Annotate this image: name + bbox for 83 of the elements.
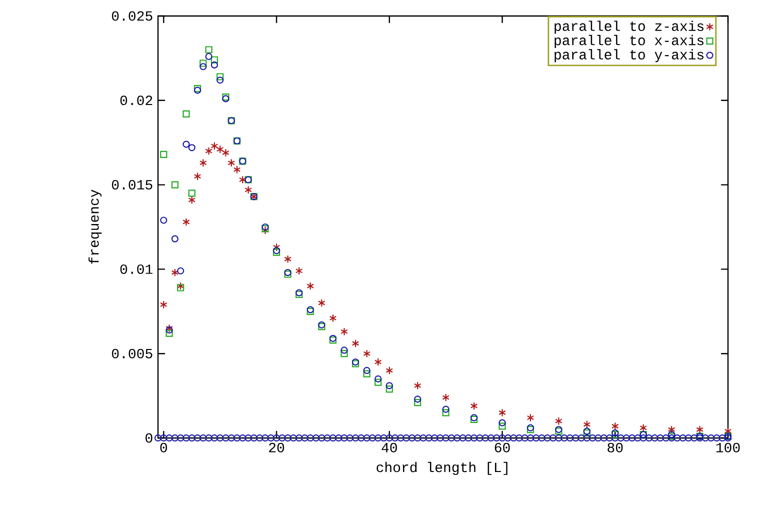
y-tick-label: 0.005	[112, 348, 152, 358]
point	[200, 63, 207, 70]
point	[284, 254, 292, 264]
point	[498, 408, 506, 417]
point	[262, 226, 269, 235]
point	[340, 346, 348, 354]
point	[295, 266, 303, 276]
point	[470, 402, 478, 410]
y-tick-label: 0.01	[120, 264, 152, 274]
point	[668, 425, 676, 434]
y-tick-label: 0	[146, 433, 152, 443]
point	[205, 52, 212, 60]
point	[222, 148, 230, 157]
point	[210, 61, 218, 68]
point	[216, 73, 224, 80]
point	[526, 414, 534, 422]
point	[166, 330, 173, 337]
point	[210, 142, 218, 150]
point	[160, 216, 168, 224]
point	[194, 172, 202, 181]
point	[386, 382, 393, 390]
point	[171, 235, 178, 242]
point	[374, 358, 382, 366]
point	[171, 268, 179, 277]
point	[352, 339, 360, 348]
point	[340, 327, 348, 336]
point	[200, 60, 207, 67]
point	[205, 46, 212, 54]
point	[216, 76, 224, 84]
point	[442, 409, 450, 416]
point	[374, 375, 382, 382]
point	[182, 218, 190, 226]
point	[498, 419, 506, 426]
point	[216, 145, 224, 154]
point	[724, 427, 732, 436]
point	[363, 349, 370, 358]
point	[386, 366, 394, 375]
point	[363, 366, 370, 374]
point	[318, 298, 326, 308]
x-axis-title: chord length [L]	[376, 462, 508, 475]
point	[340, 350, 348, 358]
point	[329, 314, 337, 322]
point	[182, 140, 190, 148]
point	[555, 416, 562, 426]
point	[199, 158, 207, 167]
point	[177, 284, 184, 292]
point	[363, 370, 370, 378]
x-tick-label: 80	[608, 442, 623, 452]
point	[272, 243, 280, 252]
legend-label: parallel to z-axis	[554, 20, 704, 34]
y-tick-label: 0.025	[112, 11, 152, 21]
point	[160, 150, 168, 158]
x-tick-label: 100	[716, 442, 740, 452]
point	[177, 267, 184, 274]
point	[306, 282, 314, 290]
point	[205, 146, 212, 156]
x-tick-label: 40	[382, 442, 397, 452]
point	[442, 393, 450, 402]
x-tick-label: 60	[494, 442, 510, 452]
x-tick-label: 0	[160, 442, 167, 452]
legend-label: parallel to y-axis	[554, 49, 704, 62]
point	[188, 144, 196, 152]
point	[188, 196, 196, 204]
point	[160, 300, 168, 309]
point	[182, 110, 190, 118]
point	[386, 385, 393, 393]
legend-label: parallel to x-axis	[554, 34, 704, 48]
point	[188, 190, 196, 197]
point	[414, 396, 422, 403]
point	[583, 420, 591, 429]
point	[171, 181, 178, 188]
x-tick-label: 20	[269, 442, 284, 452]
y-axis-title: frequency	[88, 190, 102, 264]
point	[498, 422, 506, 430]
point	[414, 382, 422, 390]
y-tick-label: 0.02	[120, 96, 152, 106]
point	[414, 398, 422, 406]
y-tick-label: 0.015	[112, 180, 152, 190]
point	[611, 422, 619, 430]
point	[442, 406, 450, 413]
point	[374, 378, 382, 386]
point	[210, 56, 218, 64]
point	[696, 425, 704, 434]
